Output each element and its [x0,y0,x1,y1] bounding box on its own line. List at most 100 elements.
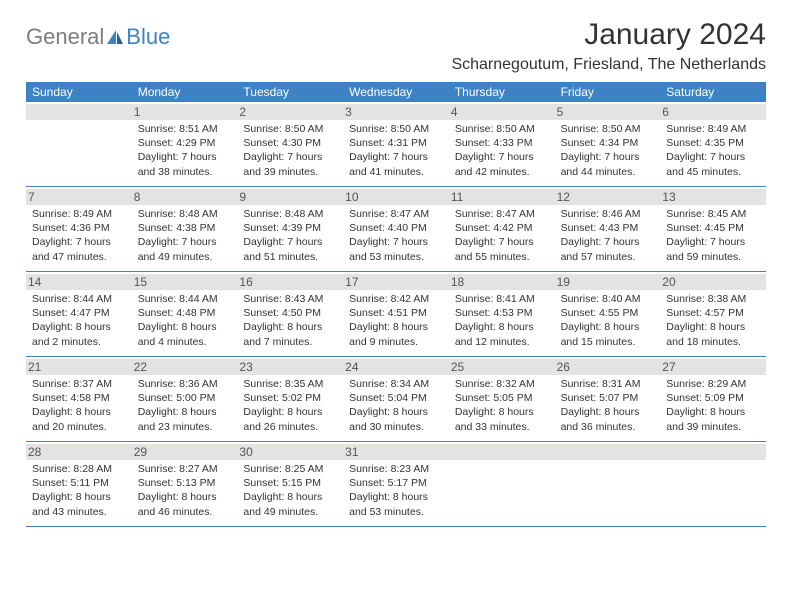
day-cell: 12 Sunrise: 8:46 AMSunset: 4:43 PMDayligh… [555,187,661,271]
empty-date [660,444,766,460]
date-number: 12 [555,189,661,205]
day-cell: 1 Sunrise: 8:51 AMSunset: 4:29 PMDaylight… [132,102,238,186]
date-number: 1 [132,104,238,120]
day-header: Thursday [449,82,555,102]
header: General Blue January 2024 Scharnegoutum,… [26,18,766,74]
day-header: Sunday [26,82,132,102]
day-info: Sunrise: 8:43 AMSunset: 4:50 PMDaylight:… [243,292,339,349]
day-info: Sunrise: 8:35 AMSunset: 5:02 PMDaylight:… [243,377,339,434]
day-cell: 2 Sunrise: 8:50 AMSunset: 4:30 PMDaylight… [237,102,343,186]
day-info: Sunrise: 8:48 AMSunset: 4:39 PMDaylight:… [243,207,339,264]
date-number: 29 [132,444,238,460]
date-number: 31 [343,444,449,460]
date-number: 2 [237,104,343,120]
date-number: 25 [449,359,555,375]
day-cell: 8 Sunrise: 8:48 AMSunset: 4:38 PMDaylight… [132,187,238,271]
day-cell [555,442,661,526]
day-cell: 26 Sunrise: 8:31 AMSunset: 5:07 PMDayligh… [555,357,661,441]
day-info: Sunrise: 8:49 AMSunset: 4:35 PMDaylight:… [666,122,762,179]
day-cell [449,442,555,526]
date-number: 30 [237,444,343,460]
location: Scharnegoutum, Friesland, The Netherland… [451,56,766,74]
day-cell: 9 Sunrise: 8:48 AMSunset: 4:39 PMDaylight… [237,187,343,271]
day-info: Sunrise: 8:51 AMSunset: 4:29 PMDaylight:… [138,122,234,179]
week-row: 7 Sunrise: 8:49 AMSunset: 4:36 PMDaylight… [26,187,766,272]
day-info: Sunrise: 8:31 AMSunset: 5:07 PMDaylight:… [561,377,657,434]
date-number: 13 [660,189,766,205]
day-cell: 23Sunrise: 8:35 AMSunset: 5:02 PMDayligh… [237,357,343,441]
week-row: 28 Sunrise: 8:28 AMSunset: 5:11 PMDayligh… [26,442,766,527]
day-info: Sunrise: 8:50 AMSunset: 4:30 PMDaylight:… [243,122,339,179]
weeks-container: 1 Sunrise: 8:51 AMSunset: 4:29 PMDaylight… [26,102,766,527]
day-info: Sunrise: 8:45 AMSunset: 4:45 PMDaylight:… [666,207,762,264]
day-cell: 28 Sunrise: 8:28 AMSunset: 5:11 PMDayligh… [26,442,132,526]
day-cell: 11Sunrise: 8:47 AMSunset: 4:42 PMDayligh… [449,187,555,271]
date-number: 4 [449,104,555,120]
day-header: Monday [132,82,238,102]
day-cell: 15Sunrise: 8:44 AMSunset: 4:48 PMDayligh… [132,272,238,356]
empty-date [555,444,661,460]
logo-blue: Blue [126,24,170,50]
day-cell: 14 Sunrise: 8:44 AMSunset: 4:47 PMDayligh… [26,272,132,356]
date-number: 17 [343,274,449,290]
day-info: Sunrise: 8:47 AMSunset: 4:40 PMDaylight:… [349,207,445,264]
day-cell: 20 Sunrise: 8:38 AMSunset: 4:57 PMDayligh… [660,272,766,356]
date-number: 27 [660,359,766,375]
day-cell: 10Sunrise: 8:47 AMSunset: 4:40 PMDayligh… [343,187,449,271]
empty-date [449,444,555,460]
date-number: 20 [660,274,766,290]
day-cell: 30 Sunrise: 8:25 AMSunset: 5:15 PMDayligh… [237,442,343,526]
date-number: 7 [26,189,132,205]
day-cell: 24Sunrise: 8:34 AMSunset: 5:04 PMDayligh… [343,357,449,441]
date-number: 19 [555,274,661,290]
day-cell: 4 Sunrise: 8:50 AMSunset: 4:33 PMDaylight… [449,102,555,186]
week-row: 1 Sunrise: 8:51 AMSunset: 4:29 PMDaylight… [26,102,766,187]
day-info: Sunrise: 8:44 AMSunset: 4:47 PMDaylight:… [32,292,128,349]
date-number: 9 [237,189,343,205]
day-cell [26,102,132,186]
logo-general: General [26,24,104,50]
logo: General Blue [26,18,170,50]
day-cell: 6Sunrise: 8:49 AMSunset: 4:35 PMDaylight… [660,102,766,186]
day-info: Sunrise: 8:36 AMSunset: 5:00 PMDaylight:… [138,377,234,434]
day-info: Sunrise: 8:48 AMSunset: 4:38 PMDaylight:… [138,207,234,264]
day-cell: 7 Sunrise: 8:49 AMSunset: 4:36 PMDaylight… [26,187,132,271]
day-info: Sunrise: 8:50 AMSunset: 4:34 PMDaylight:… [561,122,657,179]
date-number: 26 [555,359,661,375]
day-info: Sunrise: 8:25 AMSunset: 5:15 PMDaylight:… [243,462,339,519]
day-info: Sunrise: 8:47 AMSunset: 4:42 PMDaylight:… [455,207,551,264]
day-cell: 22Sunrise: 8:36 AMSunset: 5:00 PMDayligh… [132,357,238,441]
day-header: Friday [555,82,661,102]
day-cell: 29Sunrise: 8:27 AMSunset: 5:13 PMDayligh… [132,442,238,526]
day-info: Sunrise: 8:32 AMSunset: 5:05 PMDaylight:… [455,377,551,434]
date-number: 28 [26,444,132,460]
sail-icon [106,29,124,45]
day-cell: 16 Sunrise: 8:43 AMSunset: 4:50 PMDayligh… [237,272,343,356]
day-info: Sunrise: 8:50 AMSunset: 4:33 PMDaylight:… [455,122,551,179]
date-number: 8 [132,189,238,205]
date-number: 18 [449,274,555,290]
day-header: Saturday [660,82,766,102]
day-info: Sunrise: 8:46 AMSunset: 4:43 PMDaylight:… [561,207,657,264]
day-cell [660,442,766,526]
day-header: Wednesday [343,82,449,102]
day-cell: 17Sunrise: 8:42 AMSunset: 4:51 PMDayligh… [343,272,449,356]
day-cell: 25 Sunrise: 8:32 AMSunset: 5:05 PMDayligh… [449,357,555,441]
day-info: Sunrise: 8:49 AMSunset: 4:36 PMDaylight:… [32,207,128,264]
date-number: 14 [26,274,132,290]
date-number: 16 [237,274,343,290]
day-info: Sunrise: 8:29 AMSunset: 5:09 PMDaylight:… [666,377,762,434]
day-header: Tuesday [237,82,343,102]
day-info: Sunrise: 8:40 AMSunset: 4:55 PMDaylight:… [561,292,657,349]
empty-date [26,104,132,120]
day-info: Sunrise: 8:44 AMSunset: 4:48 PMDaylight:… [138,292,234,349]
day-info: Sunrise: 8:38 AMSunset: 4:57 PMDaylight:… [666,292,762,349]
day-info: Sunrise: 8:34 AMSunset: 5:04 PMDaylight:… [349,377,445,434]
calendar: SundayMondayTuesdayWednesdayThursdayFrid… [26,82,766,527]
date-number: 21 [26,359,132,375]
day-cell: 27 Sunrise: 8:29 AMSunset: 5:09 PMDayligh… [660,357,766,441]
day-cell: 13 Sunrise: 8:45 AMSunset: 4:45 PMDayligh… [660,187,766,271]
date-number: 5 [555,104,661,120]
day-info: Sunrise: 8:28 AMSunset: 5:11 PMDaylight:… [32,462,128,519]
week-row: 14 Sunrise: 8:44 AMSunset: 4:47 PMDayligh… [26,272,766,357]
